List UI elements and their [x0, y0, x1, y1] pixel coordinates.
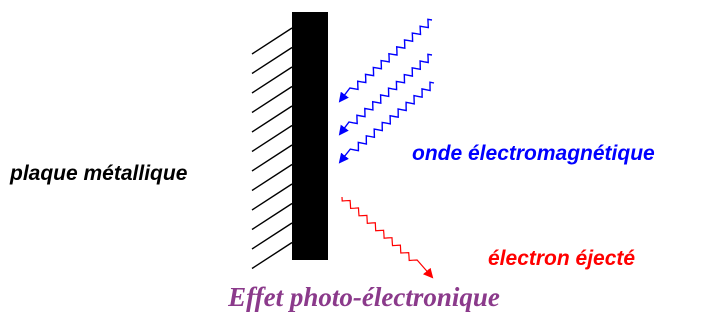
hatch-line — [251, 144, 293, 172]
hatch-line — [251, 241, 293, 270]
hatch-line — [251, 66, 293, 94]
figure-title: Effet photo-électronique — [227, 282, 500, 312]
hatch-line — [251, 27, 293, 55]
electron-label: électron éjecté — [488, 247, 635, 270]
plate-hatching — [251, 27, 293, 270]
ejected-electron-path — [341, 196, 434, 279]
hatch-line — [251, 124, 293, 153]
hatch-line — [251, 163, 293, 192]
electromagnetic-waves — [338, 18, 435, 164]
wave-ray-1 — [338, 18, 433, 103]
wave-label: onde électromagnétique — [412, 142, 655, 165]
hatch-line — [251, 85, 293, 114]
metal-plate — [292, 12, 328, 260]
wave-ray-2 — [338, 53, 433, 136]
hatch-line — [251, 202, 293, 231]
wave-ray-3 — [338, 81, 435, 164]
hatch-line — [251, 183, 293, 211]
hatch-line — [251, 105, 293, 133]
hatch-line — [251, 46, 293, 75]
hatch-line — [251, 222, 293, 250]
plate-label: plaque métallique — [9, 162, 188, 185]
